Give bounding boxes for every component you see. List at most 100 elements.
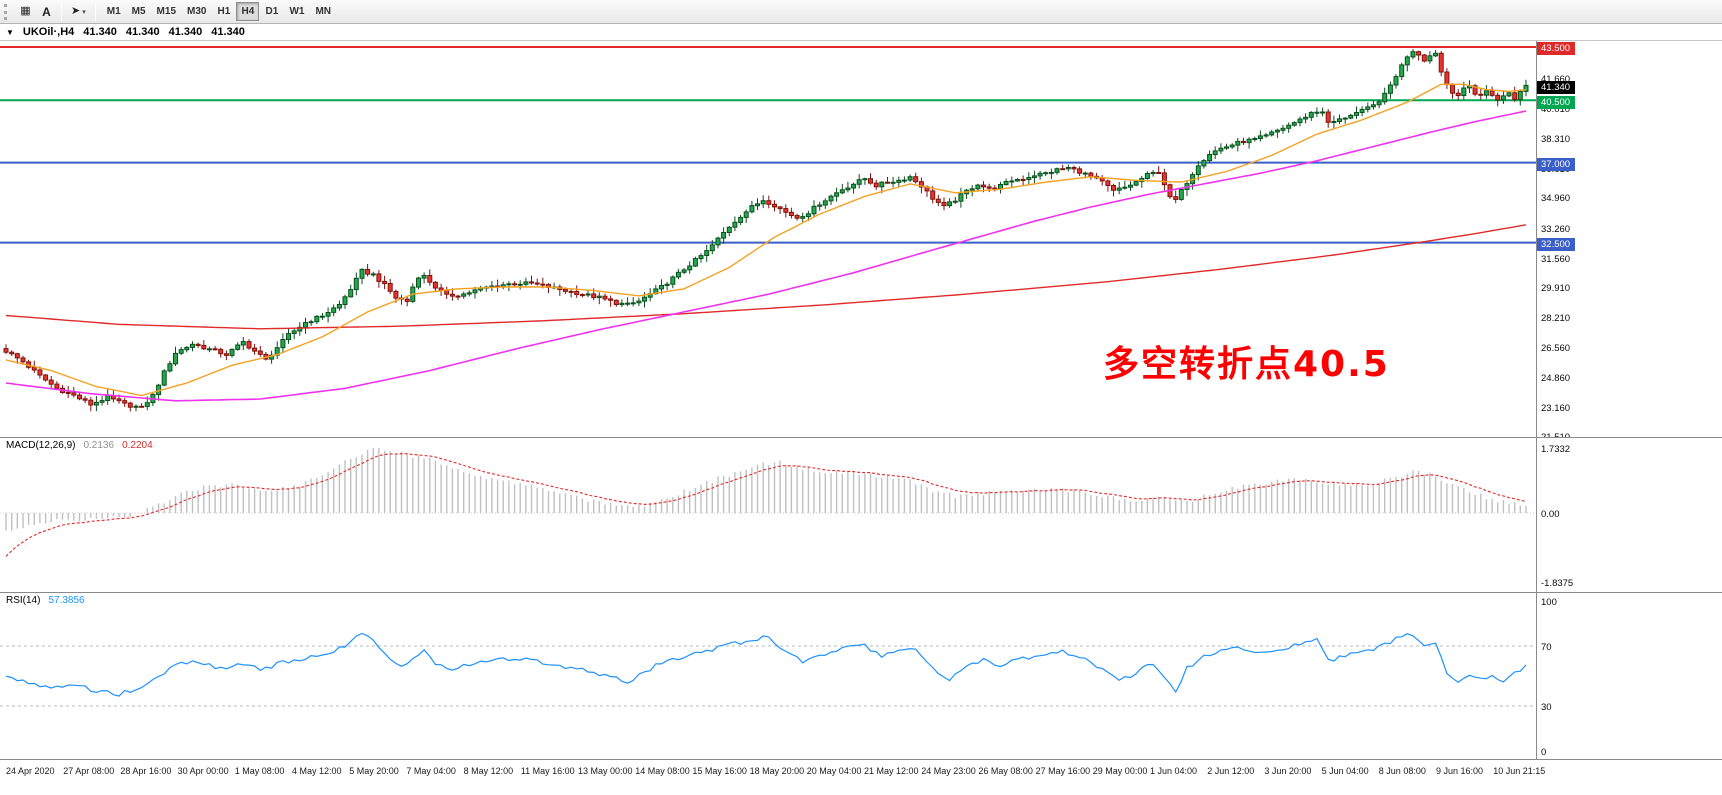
rsi-label: RSI(14) bbox=[6, 595, 41, 606]
rsi-panel[interactable]: RSI(14) 57.3856 bbox=[0, 593, 1537, 759]
chart-glyph: ▦ bbox=[20, 5, 31, 17]
macd-label: MACD(12,26,9) bbox=[6, 440, 76, 451]
time-tick: 29 May 00:00 bbox=[1092, 766, 1148, 776]
ohlc-high: 41.340 bbox=[125, 26, 160, 38]
macd-header: MACD(12,26,9) 0.2136 0.2204 bbox=[6, 440, 153, 451]
ohlc-open: 41.340 bbox=[83, 26, 117, 38]
time-tick: 8 Jun 08:00 bbox=[1378, 766, 1426, 776]
macd-tick: -1.8375 bbox=[1541, 577, 1574, 589]
price-badge-37.000: 37.000 bbox=[1537, 158, 1576, 172]
symbol-dropdown-icon[interactable]: ▼ bbox=[6, 27, 14, 37]
chevron-down-icon: ▾ bbox=[82, 8, 86, 16]
timeframe-button-w1[interactable]: W1 bbox=[289, 6, 305, 17]
macd-axis[interactable]: 1.7332 0.00 -1.8375 bbox=[1537, 438, 1722, 592]
time-tick: 7 May 04:00 bbox=[406, 766, 456, 776]
price-badge-43.500: 43.500 bbox=[1537, 42, 1576, 56]
time-tick: 10 Jun 21:15 bbox=[1493, 766, 1546, 776]
chart-annotation-text[interactable]: 多空转折点40.5 bbox=[1103, 344, 1390, 385]
timeframe-button-m1[interactable]: M1 bbox=[106, 6, 121, 17]
time-tick: 15 May 16:00 bbox=[692, 766, 747, 776]
timeframe-button-m30[interactable]: M30 bbox=[187, 6, 207, 17]
chart-titlebar: ▼ UKOil·,H4 41.340 41.340 41.340 41.340 bbox=[0, 24, 1722, 41]
time-tick: 28 Apr 16:00 bbox=[120, 766, 172, 776]
toolbar-separator bbox=[94, 2, 96, 21]
toolbar-gripper[interactable] bbox=[4, 3, 9, 20]
time-axis[interactable]: 24 Apr 2020 27 Apr 08:00 28 Apr 16:00 30 Ap… bbox=[0, 759, 1722, 784]
time-tick: 27 Apr 08:00 bbox=[63, 766, 115, 776]
time-tick: 8 May 12:00 bbox=[463, 766, 514, 776]
price-tick: 28.210 bbox=[1541, 313, 1571, 325]
ohlc-low: 41.340 bbox=[168, 26, 203, 38]
rsi-tick: 0 bbox=[1541, 746, 1547, 758]
cursor-tool-dropdown[interactable]: ➤ ▾ bbox=[66, 2, 91, 21]
price-tick: 29.910 bbox=[1541, 283, 1571, 295]
chart-symbol-title: UKOil·,H4 bbox=[22, 26, 75, 38]
time-tick: 14 May 08:00 bbox=[635, 766, 690, 776]
main-chart-row: 多空转折点40.5 41.66040.01038.31036.61034.960… bbox=[0, 41, 1722, 443]
rsi-canvas[interactable] bbox=[0, 593, 1536, 759]
time-tick: 11 May 16:00 bbox=[520, 766, 575, 776]
rsi-tick: 100 bbox=[1541, 596, 1557, 608]
time-tick: 24 May 23:00 bbox=[921, 766, 976, 776]
rsi-tick: 70 bbox=[1541, 641, 1552, 653]
price-tick: 40.010 bbox=[1541, 103, 1571, 115]
macd-tick: 1.7332 bbox=[1541, 443, 1571, 455]
macd-row: MACD(12,26,9) 0.2136 0.2204 1.7332 0.00 -1… bbox=[0, 437, 1722, 592]
text-tool-icon[interactable]: A bbox=[36, 2, 57, 21]
price-tick: 26.560 bbox=[1541, 342, 1571, 354]
time-tick: 1 Jun 04:00 bbox=[1150, 766, 1198, 776]
timeframe-button-m15[interactable]: M15 bbox=[156, 6, 176, 17]
time-tick: 30 Apr 00:00 bbox=[177, 766, 229, 776]
time-tick: 20 May 04:00 bbox=[806, 766, 862, 776]
ohlc-close: 41.340 bbox=[211, 26, 245, 38]
timeframe-button-h4[interactable]: H4 bbox=[236, 2, 260, 21]
time-tick: 9 Jun 16:00 bbox=[1436, 766, 1484, 776]
main-chart-canvas[interactable] bbox=[0, 41, 1536, 437]
macd-tick: 0.00 bbox=[1541, 508, 1560, 520]
time-tick: 27 May 16:00 bbox=[1035, 766, 1091, 776]
price-axis[interactable]: 41.66040.01038.31036.61034.96033.26031.5… bbox=[1537, 41, 1722, 443]
rsi-row: RSI(14) 57.3856 100 70 30 0 bbox=[0, 592, 1722, 759]
time-tick: 21 May 12:00 bbox=[864, 766, 919, 776]
timeframe-button-h1[interactable]: H1 bbox=[217, 6, 231, 17]
time-tick: 5 Jun 04:00 bbox=[1321, 766, 1369, 776]
timeframe-button-mn[interactable]: MN bbox=[315, 6, 332, 17]
time-tick: 13 May 00:00 bbox=[578, 766, 633, 776]
price-badge-41.340: 41.340 bbox=[1537, 80, 1576, 94]
price-tick: 33.260 bbox=[1541, 223, 1571, 235]
price-badge-40.500: 40.500 bbox=[1537, 95, 1576, 109]
time-tick: 26 May 08:00 bbox=[978, 766, 1033, 776]
timeframe-buttons: M1 M5 M15 M30 H1 H4 D1 W1 MN bbox=[102, 2, 336, 21]
cursor-icon: ➤ bbox=[71, 5, 81, 17]
time-tick: 1 May 08:00 bbox=[234, 766, 285, 776]
timeframe-button-d1[interactable]: D1 bbox=[265, 6, 279, 17]
main-chart-area[interactable]: 多空转折点40.5 bbox=[0, 41, 1537, 437]
price-tick: 23.160 bbox=[1541, 403, 1571, 415]
toolbar-separator bbox=[61, 2, 62, 21]
macd-signal-value: 0.2204 bbox=[122, 440, 153, 451]
macd-canvas[interactable] bbox=[0, 438, 1536, 592]
price-tick: 41.660 bbox=[1541, 74, 1571, 86]
rsi-axis[interactable]: 100 70 30 0 bbox=[1537, 593, 1722, 759]
time-tick: 4 May 12:00 bbox=[292, 766, 342, 776]
price-badge-32.500: 32.500 bbox=[1537, 238, 1576, 252]
timeframe-button-m5[interactable]: M5 bbox=[131, 6, 146, 17]
price-tick: 38.310 bbox=[1541, 133, 1571, 145]
rsi-header: RSI(14) 57.3856 bbox=[6, 595, 85, 606]
time-tick: 5 May 20:00 bbox=[349, 766, 399, 776]
text-tool-glyph: A bbox=[42, 4, 51, 19]
time-tick: 18 May 20:00 bbox=[749, 766, 805, 776]
price-tick: 34.960 bbox=[1541, 193, 1571, 205]
price-tick: 24.860 bbox=[1541, 372, 1571, 384]
time-tick: 3 Jun 20:00 bbox=[1264, 766, 1312, 776]
macd-panel[interactable]: MACD(12,26,9) 0.2136 0.2204 bbox=[0, 438, 1537, 592]
time-tick: 2 Jun 12:00 bbox=[1207, 766, 1255, 776]
chart-window: ▼ UKOil·,H4 41.340 41.340 41.340 41.340 … bbox=[0, 24, 1722, 784]
rsi-tick: 30 bbox=[1541, 701, 1552, 713]
macd-value: 0.2136 bbox=[83, 440, 115, 451]
toolbar: ▦ A ➤ ▾ M1 M5 M15 M30 H1 H4 D1 W1 MN bbox=[0, 0, 1722, 24]
price-tick: 31.560 bbox=[1541, 253, 1571, 265]
rsi-value: 57.3856 bbox=[48, 595, 85, 606]
chart-tool-icon[interactable]: ▦ bbox=[15, 2, 36, 21]
